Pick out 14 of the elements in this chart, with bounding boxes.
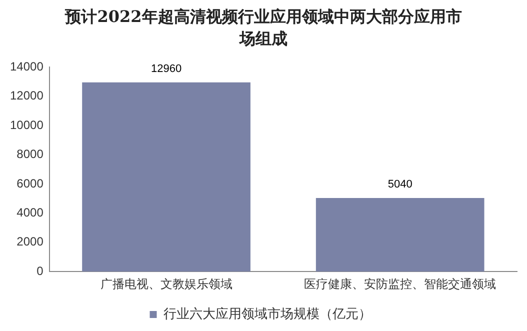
y-tick-label: 14000 [10, 60, 44, 74]
legend-label: 行业六大应用领域市场规模（亿元） [163, 306, 372, 322]
y-tick-label: 0 [36, 264, 44, 278]
y-tick-label: 10000 [10, 118, 44, 132]
data-label: 5040 [388, 178, 412, 191]
x-tick-label: 广播电视、文教娱乐领域 [100, 277, 232, 292]
y-tick-label: 4000 [16, 206, 44, 220]
y-tick-label: 2000 [16, 234, 44, 249]
y-tick-label: 6000 [16, 176, 44, 190]
chart-title: 预计2022年超高清视频行业应用领域中两大部分应用市场组成 [64, 6, 463, 50]
x-tick-label: 医疗健康、安防监控、智能交通领域 [304, 277, 496, 292]
y-tick-label: 12000 [10, 88, 44, 103]
y-tick-label: 8000 [16, 147, 44, 162]
data-label: 12960 [150, 62, 182, 75]
